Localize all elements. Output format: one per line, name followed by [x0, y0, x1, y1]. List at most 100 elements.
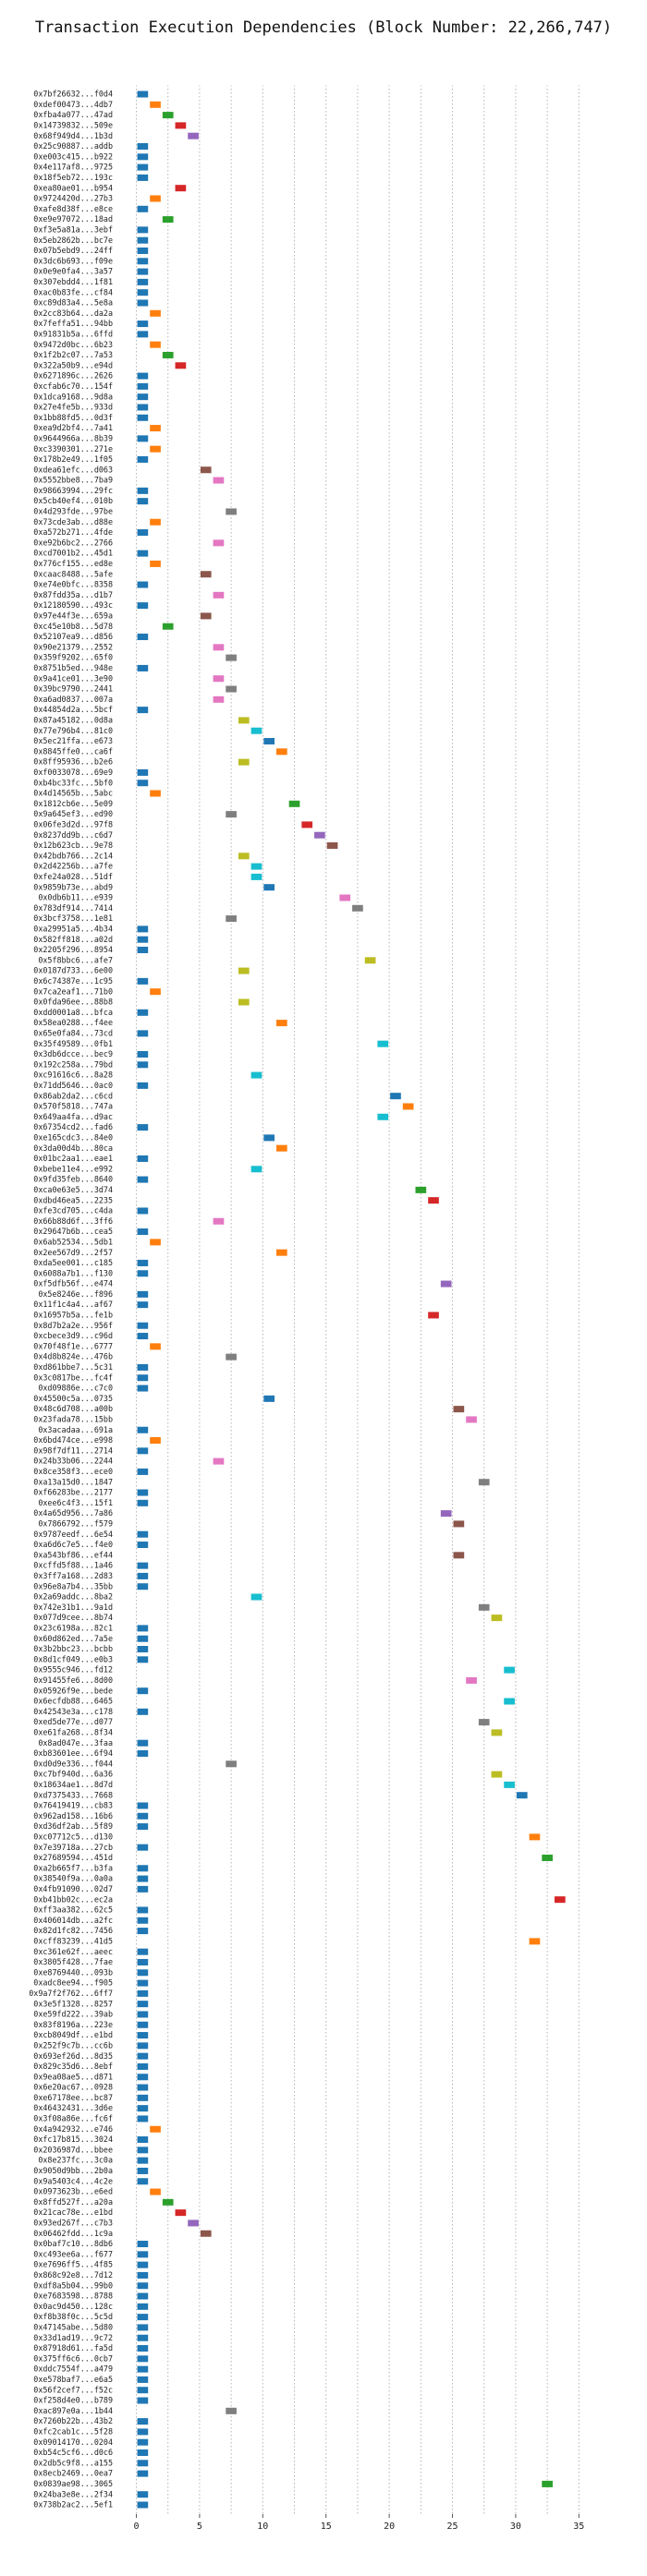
tx-hash-label: 0x359f9202...65f0 [33, 653, 113, 662]
tx-hash-label: 0x38540f9a...0a0a [33, 1874, 113, 1883]
execution-bar [137, 1687, 149, 1695]
execution-bar [390, 1093, 401, 1100]
tx-hash-label: 0x58ea0288...f4ee [33, 1018, 113, 1027]
execution-bar [453, 1552, 465, 1559]
tx-hash-label: 0x05926f9e...bede [33, 1686, 113, 1695]
tx-hash-label: 0xa6d6c7e5...f4e0 [33, 1540, 113, 1549]
tx-hash-label: 0x322a50b9...e94d [33, 360, 113, 369]
tx-hash-label: 0xd7375433...7668 [33, 1790, 113, 1799]
execution-bar [137, 2303, 149, 2310]
tx-hash-label: 0xea9d2bf4...7a41 [33, 423, 113, 432]
chart-title: Transaction Execution Dependencies (Bloc… [34, 18, 613, 37]
tx-hash-label: 0x0187d733...6e00 [33, 966, 113, 975]
tx-hash-label: 0xb4bc33fc...5bf0 [33, 778, 113, 787]
execution-bar [137, 1844, 149, 1851]
tx-hash-label: 0x56f2cef7...f52c [33, 2385, 113, 2394]
tx-hash-label: 0xe9e97072...18ad [33, 214, 113, 224]
execution-bar [137, 393, 149, 401]
execution-bar [150, 425, 161, 432]
tx-hash-label: 0x7866792...f579 [38, 1519, 113, 1529]
tx-hash-label: 0x192c258a...79bd [33, 1059, 113, 1069]
tx-hash-label: 0xe74e0bfc...8358 [33, 580, 113, 589]
tx-hash-label: 0xcbece3d9...c96d [33, 1331, 113, 1340]
execution-bar [137, 226, 149, 234]
execution-bar [137, 2501, 149, 2509]
tx-hash-label: 0xe59fd222...39ab [33, 2010, 113, 2019]
execution-bar [137, 320, 149, 328]
tx-hash-label: 0xbebe11e4...e992 [33, 1164, 113, 1173]
execution-bar [213, 644, 225, 651]
tx-hash-label: 0x3805f428...7fae [33, 1957, 113, 1966]
execution-bar [188, 2219, 199, 2227]
execution-bar [226, 1760, 237, 1768]
tx-hash-label: 0x1dca9168...9d8a [33, 392, 113, 401]
tx-hash-label: 0x1f2b2c07...7a53 [33, 350, 113, 359]
execution-bar [137, 1301, 149, 1309]
execution-bar [137, 2062, 149, 2070]
execution-bar [137, 1739, 149, 1747]
execution-bar [137, 331, 149, 338]
execution-bar [162, 216, 174, 224]
execution-bar [137, 2345, 149, 2352]
tx-hash-label: 0x3bcf3758...1e81 [33, 913, 113, 923]
tx-hash-label: 0x9a5403c4...4c2e [33, 2176, 113, 2185]
tx-hash-label: 0xfe3cd705...c4da [33, 1206, 113, 1215]
tx-hash-label: 0xdd0001a8...bfca [33, 1008, 113, 1017]
execution-bar [137, 1583, 149, 1590]
execution-bar [137, 664, 149, 671]
execution-bar [137, 1009, 149, 1016]
tx-hash-label: 0x46432431...3d6e [33, 2103, 113, 2112]
tx-hash-label: 0x2205f296...8954 [33, 945, 113, 954]
tx-hash-label: 0xcaac8488...5afe [33, 569, 113, 578]
execution-bar [162, 623, 174, 630]
tx-hash-label: 0xc7bf940d...6a36 [33, 1770, 113, 1779]
execution-bar [137, 2094, 149, 2101]
tx-hash-label: 0x375ff6c6...0cb7 [33, 2353, 113, 2363]
tx-hash-label: 0x7feffa51...94bb [33, 319, 113, 328]
execution-bar [226, 654, 237, 661]
tx-hash-label: 0x52107ea9...d856 [33, 632, 113, 641]
tx-hash-label: 0xc361e62f...aeec [33, 1947, 113, 1956]
execution-bar [137, 2334, 149, 2341]
execution-bar [175, 122, 187, 129]
tx-hash-label: 0xee6c4f3...15f1 [38, 1498, 113, 1507]
tx-hash-label: 0x776cf155...ed8e [33, 559, 113, 568]
tx-hash-label: 0x42543e3a...c178 [33, 1707, 113, 1716]
tx-hash-label: 0xfc17b815...3024 [33, 2135, 113, 2144]
tx-hash-label: 0x70f48f1e...6777 [33, 1341, 113, 1350]
execution-bar [491, 1771, 503, 1778]
execution-bar [162, 112, 174, 119]
execution-bar [478, 1479, 490, 1486]
execution-bar [137, 205, 149, 212]
execution-bar [137, 268, 149, 275]
x-tick-label: 15 [321, 2522, 332, 2532]
execution-bar [200, 2230, 212, 2237]
execution-bar [137, 936, 149, 943]
tx-hash-label: 0x8e237fc...3c0a [38, 2156, 113, 2165]
execution-bar [276, 1020, 287, 1027]
tx-hash-label: 0x2d42256b...a7fe [33, 862, 113, 871]
execution-bar [250, 863, 262, 870]
execution-bar [137, 2449, 149, 2457]
tx-hash-label: 0x178b2e49...1f05 [33, 454, 113, 464]
tx-hash-label: 0xc91616c6...8a28 [33, 1070, 113, 1080]
execution-bar [250, 727, 262, 734]
tx-hash-label: 0xfc2cab1c...5f28 [33, 2427, 113, 2437]
execution-bar [137, 382, 149, 390]
tx-hash-label: 0x48c6d708...a00b [33, 1404, 113, 1413]
execution-bar [137, 1979, 149, 1987]
tx-hash-label: 0x82d1fc82...7456 [33, 1926, 113, 1935]
execution-bar [137, 2115, 149, 2122]
tx-hash-label: 0x96e8a7b4...35bb [33, 1581, 113, 1590]
execution-bar [276, 748, 287, 756]
tx-hash-label: 0x35f49589...0fb1 [33, 1039, 113, 1048]
execution-bar [150, 341, 161, 348]
execution-bar [200, 466, 212, 474]
tx-hash-label: 0x742e31b1...9a1d [33, 1602, 113, 1612]
execution-bar [137, 2470, 149, 2477]
tx-hash-label: 0x42bdb766...2c14 [33, 851, 113, 860]
execution-bar [137, 299, 149, 307]
tx-hash-label: 0xff3aa382...62c5 [33, 1905, 113, 1915]
x-tick-label: 25 [446, 2522, 458, 2532]
tx-hash-label: 0x18f5eb72...193c [33, 173, 113, 182]
